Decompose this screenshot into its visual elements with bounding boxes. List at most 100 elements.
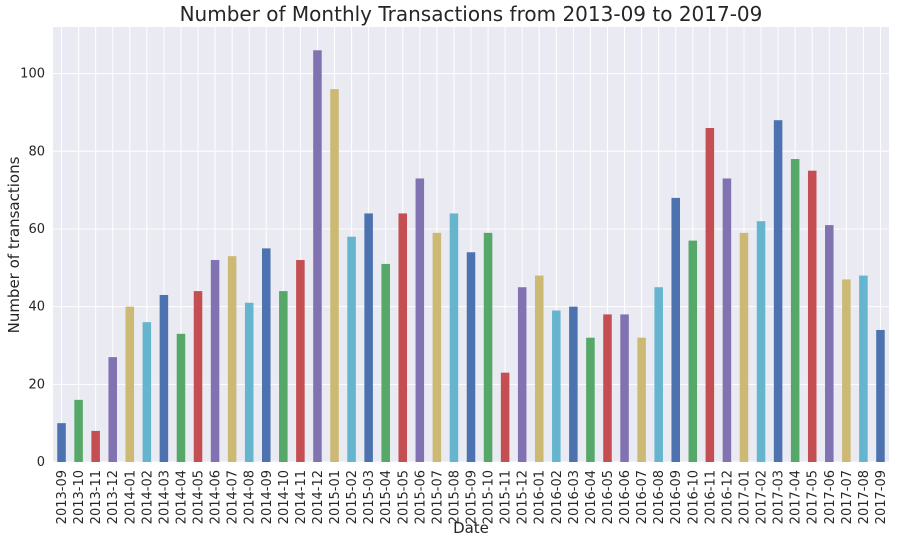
bar-2015-12	[517, 287, 527, 462]
bar-2015-11	[500, 372, 510, 462]
bar-2014-01	[125, 306, 135, 462]
x-tick-label: 2014-11	[294, 470, 309, 524]
bar-2016-05	[603, 314, 612, 462]
bar-2016-07	[637, 337, 646, 462]
x-tick-label: 2017-01	[737, 470, 752, 524]
x-tick-label: 2017-02	[755, 470, 770, 524]
x-tick-label: 2017-09	[874, 470, 889, 524]
x-tick-label: 2016-04	[584, 470, 599, 524]
x-tick-label: 2013-10	[72, 470, 87, 524]
x-tick-label: 2014-03	[157, 470, 172, 524]
bar-2016-11	[705, 127, 715, 462]
bar-2014-12	[313, 50, 322, 463]
bar-2017-01	[739, 232, 749, 462]
bar-2014-10	[279, 291, 288, 462]
x-tick-label: 2015-01	[328, 470, 343, 524]
bar-2016-02	[552, 310, 561, 462]
bar-2016-12	[722, 178, 732, 463]
y-tick-labels: 0 20 40 60 80 100	[20, 67, 45, 470]
bars	[57, 50, 885, 463]
x-tick-label: 2017-08	[857, 470, 872, 524]
x-tick-label: 2016-03	[567, 470, 582, 524]
x-tick-label: 2014-05	[192, 470, 207, 524]
x-tick-label: 2014-10	[277, 470, 292, 524]
bar-2016-10	[688, 240, 698, 462]
bar-2017-09	[876, 329, 885, 462]
bar-2017-07	[842, 279, 851, 462]
x-tick-label: 2015-02	[345, 470, 360, 524]
x-tick-label: 2014-07	[226, 470, 241, 524]
x-tick-label: 2014-02	[140, 470, 155, 524]
x-tick-label: 2015-04	[379, 470, 394, 524]
x-tick-label: 2016-06	[618, 470, 633, 524]
x-tick-label: 2013-11	[89, 470, 104, 524]
y-axis-label: Number of transactions	[5, 156, 23, 333]
x-tick-label: 2016-11	[703, 470, 718, 524]
bar-2016-09	[671, 197, 680, 462]
x-tick-label: 2014-12	[311, 470, 326, 524]
x-tick-label: 2017-03	[772, 470, 787, 524]
bar-2015-02	[347, 236, 356, 462]
bar-2014-03	[159, 294, 169, 462]
x-tick-label: 2014-09	[260, 470, 275, 524]
bar-2015-10	[483, 232, 493, 462]
bar-2014-07	[227, 256, 237, 462]
bar-2017-06	[825, 225, 834, 462]
x-tick-label: 2016-09	[669, 470, 684, 524]
x-tick-label: 2016-01	[533, 470, 548, 524]
y-tick-label: 40	[28, 300, 45, 315]
x-tick-label: 2015-06	[413, 470, 428, 524]
x-tick-label: 2016-05	[601, 470, 616, 524]
x-tick-label: 2016-07	[635, 470, 650, 524]
chart-title: Number of Monthly Transactions from 2013…	[180, 2, 763, 26]
x-tick-label: 2015-12	[516, 470, 531, 524]
bar-2014-09	[262, 248, 271, 462]
bar-2015-07	[432, 232, 442, 462]
x-tick-label: 2015-05	[396, 470, 411, 524]
bar-2017-02	[756, 221, 766, 462]
y-tick-label: 0	[37, 455, 45, 470]
bar-2013-10	[74, 399, 83, 462]
bar-2016-06	[620, 314, 629, 462]
bar-2016-08	[654, 287, 663, 462]
x-tick-label: 2015-11	[499, 470, 514, 524]
x-tick-label: 2016-02	[550, 470, 565, 524]
bar-2015-06	[415, 178, 425, 463]
y-tick-label: 20	[28, 377, 45, 392]
bar-2017-08	[859, 275, 868, 462]
bar-2017-03	[773, 120, 783, 462]
x-tick-label: 2014-01	[123, 470, 138, 524]
bar-2013-12	[108, 357, 117, 462]
bar-2014-08	[244, 302, 254, 462]
bar-2013-09	[57, 423, 66, 462]
x-tick-label: 2015-07	[430, 470, 445, 524]
x-tick-label: 2016-08	[652, 470, 667, 524]
bar-2017-05	[807, 170, 817, 462]
y-tick-label: 100	[20, 67, 45, 82]
x-tick-label: 2014-06	[209, 470, 224, 524]
x-tick-label: 2015-10	[482, 470, 497, 524]
bar-2016-03	[569, 306, 578, 462]
x-tick-label: 2013-09	[55, 470, 70, 524]
y-tick-label: 80	[28, 144, 45, 159]
bar-2015-08	[449, 213, 459, 462]
x-tick-label: 2013-12	[106, 470, 121, 524]
bar-2015-05	[398, 213, 408, 462]
x-tick-label: 2016-12	[720, 470, 735, 524]
bar-2014-05	[193, 291, 203, 462]
bar-2015-09	[466, 252, 476, 462]
x-tick-label: 2014-04	[174, 470, 189, 524]
bar-2016-01	[534, 275, 544, 462]
bar-2014-04	[176, 333, 186, 462]
bar-2017-04	[790, 159, 800, 462]
x-tick-label: 2016-10	[686, 470, 701, 524]
x-tick-label: 2017-04	[789, 470, 804, 524]
bar-2014-02	[142, 322, 152, 462]
x-tick-label: 2015-09	[465, 470, 480, 524]
bar-2013-11	[91, 430, 100, 462]
y-tick-label: 60	[28, 222, 45, 237]
x-tick-labels: 2013-09 2013-10 2013-11 2013-12 2014-01 2014-…	[55, 470, 889, 524]
bar-2015-01	[330, 89, 339, 463]
bar-2016-04	[586, 337, 595, 462]
